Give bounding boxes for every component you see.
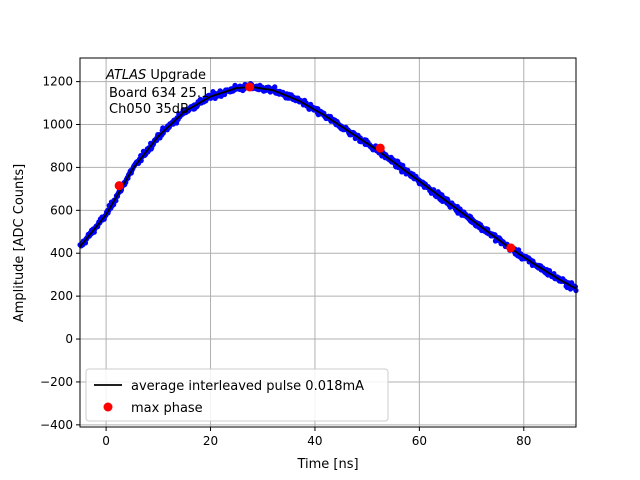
average-pulse-line [79, 86, 577, 290]
max-phase-point [245, 82, 255, 92]
axis-ticks: 0 20 40 60 80 −400 −200 0 200 400 600 800 1000 1200 [40, 75, 531, 448]
plot-area-frame [79, 57, 577, 428]
y-tick-label: 800 [50, 160, 73, 174]
annotation-atlas: ATLAS [105, 68, 146, 83]
x-tick-label: 0 [102, 434, 110, 448]
annotation-line-3: Ch050 35dB [109, 102, 189, 117]
x-tick-label: 40 [307, 434, 322, 448]
x-axis-label: Time [ns] [296, 457, 358, 472]
annotation-line-1: ATLAS Upgrade [105, 68, 206, 83]
y-tick-label: 400 [50, 246, 73, 260]
x-tick-label: 60 [412, 434, 427, 448]
legend-entry-max-phase: max phase [131, 401, 203, 416]
annotation-upgrade: Upgrade [146, 68, 206, 83]
measurement-point [272, 84, 278, 90]
legend: average interleaved pulse 0.018mA max ph… [85, 368, 389, 422]
y-tick-label: −200 [40, 375, 73, 389]
x-tick-label: 20 [203, 434, 218, 448]
y-axis-label: Amplitude [ADC Counts] [12, 164, 27, 322]
max-phase-point [506, 243, 516, 253]
grid [80, 58, 576, 427]
atlas-annotation: ATLAS Upgrade Board 634 25.1 Ch050 35dB [105, 68, 209, 117]
legend-marker-swatch [103, 402, 113, 412]
measurement-point [400, 162, 406, 168]
y-tick-label: −400 [40, 418, 73, 432]
max-phase-point [114, 181, 124, 191]
max-phase-point [375, 143, 385, 153]
legend-entry-average-pulse: average interleaved pulse 0.018mA [131, 379, 364, 394]
y-tick-label: 600 [50, 203, 73, 217]
measurement-point [516, 247, 522, 253]
y-tick-label: 1200 [42, 75, 73, 89]
y-tick-label: 0 [65, 332, 73, 346]
y-tick-label: 1000 [42, 118, 73, 132]
y-tick-label: 200 [50, 289, 73, 303]
annotation-line-2: Board 634 25.1 [109, 86, 209, 101]
legend-box [85, 368, 389, 422]
x-tick-label: 80 [516, 434, 531, 448]
plot-data [77, 81, 579, 294]
